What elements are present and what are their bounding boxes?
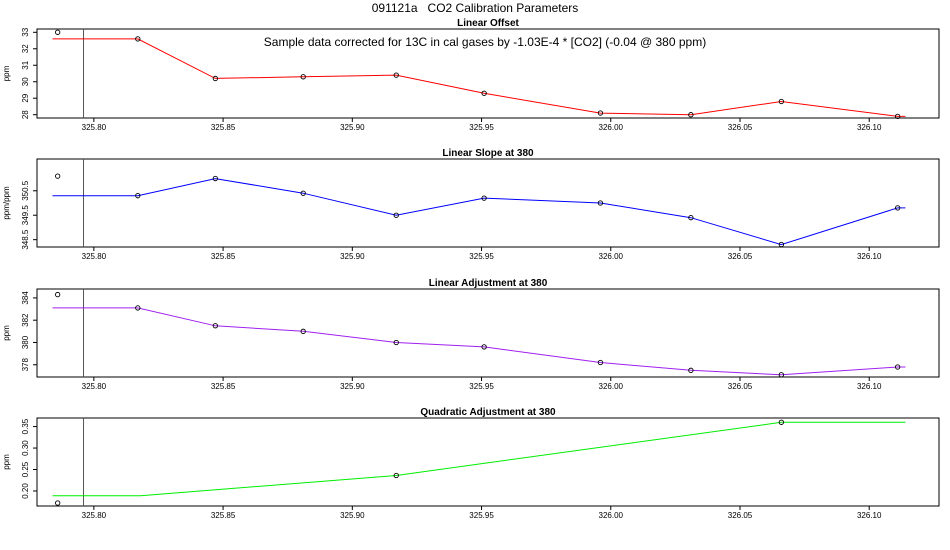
data-point: [300, 328, 306, 334]
data-point: [393, 72, 399, 78]
panel-title: Linear Slope at 380: [442, 148, 534, 159]
data-point: [778, 419, 784, 425]
data-point: [135, 305, 141, 311]
x-tick-label: 325.90: [340, 252, 365, 261]
data-point: [55, 29, 61, 35]
y-tick-label: 29: [21, 93, 30, 102]
x-tick-label: 325.85: [211, 123, 236, 132]
y-tick-label: 33: [21, 27, 30, 36]
y-tick-label: 30: [21, 77, 30, 86]
y-axis-label: ppm/ppm: [2, 186, 11, 220]
data-point: [393, 339, 399, 346]
x-tick-label: 326.05: [728, 511, 753, 520]
data-point: [300, 190, 306, 196]
panel-title: Quadratic Adjustment at 380: [420, 407, 556, 418]
data-point: [300, 74, 306, 80]
y-tick-label: 348.5: [21, 229, 30, 250]
data-point: [597, 200, 604, 206]
x-tick-label: 326.10: [857, 511, 882, 520]
x-tick-label: 325.90: [340, 511, 365, 520]
x-tick-label: 325.95: [469, 511, 494, 520]
data-point: [778, 241, 784, 248]
data-point: [481, 344, 487, 350]
data-point: [481, 195, 487, 201]
data-point: [481, 90, 487, 96]
x-tick-label: 325.85: [211, 511, 236, 520]
plot-frame: [36, 158, 940, 248]
data-point: [135, 36, 141, 42]
y-tick-label: 382: [21, 313, 30, 327]
data-point: [212, 175, 218, 182]
y-tick-label: 31: [21, 60, 30, 69]
data-point: [597, 359, 604, 366]
plot-frame: [36, 28, 940, 119]
data-point: [135, 193, 141, 199]
x-tick-label: 326.10: [857, 382, 882, 391]
y-tick-label: 0.25: [21, 461, 30, 477]
data-point: [894, 113, 901, 120]
x-tick-label: 325.85: [211, 382, 236, 391]
plot-frame: [36, 417, 940, 507]
y-axis-label: ppm: [2, 325, 11, 341]
x-tick-label: 325.80: [82, 511, 107, 520]
x-tick-label: 326.10: [857, 252, 882, 261]
panel-title: Linear Offset: [457, 18, 519, 29]
x-tick-label: 325.85: [211, 252, 236, 261]
x-tick-label: 325.90: [340, 123, 365, 132]
x-tick-label: 326.00: [599, 123, 624, 132]
series-line: [52, 307, 906, 376]
x-tick-label: 326.00: [599, 252, 624, 261]
x-tick-label: 326.10: [857, 123, 882, 132]
data-point: [55, 173, 61, 179]
series-line: [52, 38, 906, 117]
data-point: [778, 372, 784, 378]
data-point: [688, 367, 694, 373]
y-tick-label: 0.35: [21, 418, 30, 434]
x-tick-label: 325.90: [340, 382, 365, 391]
plot-frame: [36, 288, 940, 378]
x-tick-label: 326.00: [599, 511, 624, 520]
y-tick-label: 380: [21, 335, 30, 349]
y-tick-label: 349.5: [21, 205, 30, 226]
series-line: [52, 178, 906, 246]
y-tick-label: 28: [21, 110, 30, 119]
data-point: [55, 500, 61, 506]
figure-title: 091121a CO2 Calibration Parameters: [371, 1, 579, 15]
data-point: [212, 323, 218, 329]
x-tick-label: 326.05: [728, 123, 753, 132]
x-tick-label: 326.05: [728, 382, 753, 391]
x-tick-label: 325.95: [469, 382, 494, 391]
y-tick-label: 32: [21, 44, 30, 53]
y-tick-label: 0.30: [21, 440, 30, 456]
y-tick-label: 384: [21, 291, 30, 305]
data-point: [212, 75, 218, 82]
y-axis-label: ppm: [2, 454, 11, 470]
x-tick-label: 325.95: [469, 252, 494, 261]
data-point: [393, 472, 399, 479]
data-point: [55, 291, 61, 298]
y-tick-label: 378: [21, 358, 30, 372]
x-tick-label: 325.80: [82, 382, 107, 391]
data-point: [894, 205, 901, 211]
data-point: [393, 212, 399, 218]
correction-annotation: Sample data corrected for 13C in cal gas…: [264, 35, 706, 49]
x-tick-label: 325.95: [469, 123, 494, 132]
x-tick-label: 325.80: [82, 123, 107, 132]
x-tick-label: 326.05: [728, 252, 753, 261]
x-tick-label: 325.80: [82, 252, 107, 261]
data-point: [778, 98, 784, 105]
panel-title: Linear Adjustment at 380: [429, 278, 548, 289]
y-tick-label: 350.5: [21, 180, 30, 201]
data-point: [597, 110, 604, 116]
data-point: [688, 215, 694, 221]
y-axis-label: ppm: [2, 65, 11, 81]
series-line: [52, 421, 906, 497]
x-tick-label: 326.00: [599, 382, 624, 391]
data-point: [894, 364, 901, 370]
data-point: [688, 112, 694, 118]
y-tick-label: 0.20: [21, 483, 30, 499]
